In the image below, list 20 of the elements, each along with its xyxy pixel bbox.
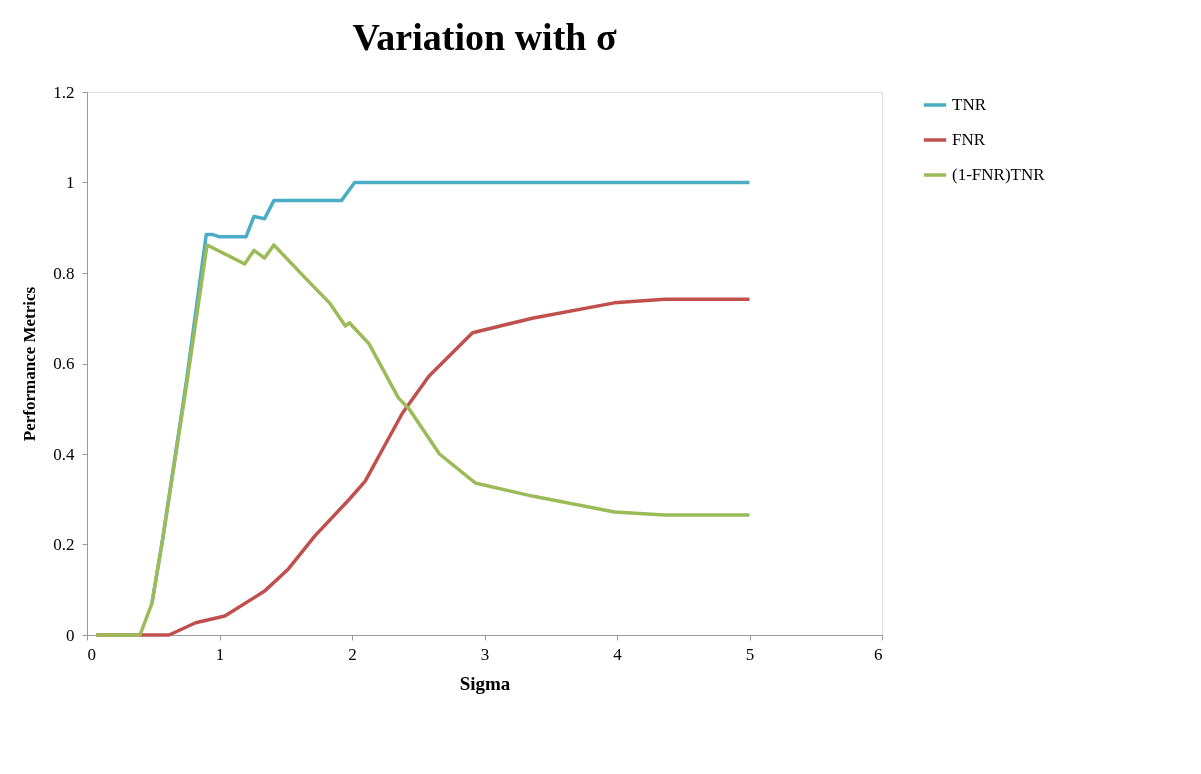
y-axis-title: Performance Metrics [20,286,40,442]
legend-label: FNR [952,130,986,149]
y-tick-label: 1.2 [53,82,75,102]
y-tick-label: 0.6 [53,354,75,373]
x-tick-label: 1 [215,644,225,664]
y-tick-label: 0.4 [53,444,75,464]
x-tick-label: 6 [874,644,883,664]
y-tick-label: 0.2 [53,535,75,554]
x-tick-label: 3 [480,644,490,664]
x-tick-label: 5 [745,644,755,664]
x-tick-label: 2 [348,644,357,664]
y-tick-label: 0 [66,625,75,645]
legend-label: TNR [952,95,987,114]
y-tick-label: 1 [66,173,75,192]
x-axis-title: Sigma [459,672,511,694]
legend-label: (1-FNR)TNR [952,165,1046,184]
y-tick-label: 0.8 [53,263,75,283]
x-tick-label: 0 [87,644,96,664]
x-tick-label: 4 [613,644,623,664]
chart-title: Variation with σ [352,16,617,58]
